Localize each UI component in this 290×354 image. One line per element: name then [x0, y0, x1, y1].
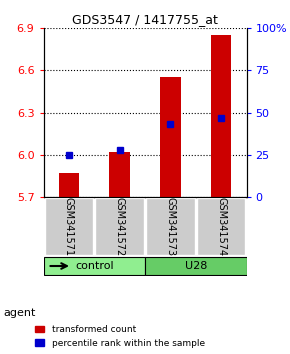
Text: agent: agent [3, 308, 35, 318]
Bar [45, 198, 93, 255]
Bar [95, 198, 144, 255]
Text: control: control [75, 261, 114, 271]
Bar [146, 198, 195, 255]
Legend: transformed count, percentile rank within the sample: transformed count, percentile rank withi… [34, 323, 206, 349]
Bar [160, 78, 180, 197]
Bar [145, 257, 246, 275]
Bar [211, 35, 231, 197]
Text: GSM341574: GSM341574 [216, 197, 226, 256]
Bar [197, 198, 246, 255]
Text: GSM341572: GSM341572 [115, 197, 125, 256]
Text: GSM341573: GSM341573 [165, 197, 175, 256]
Title: GDS3547 / 1417755_at: GDS3547 / 1417755_at [72, 13, 218, 26]
Bar [59, 173, 79, 197]
Bar [44, 257, 145, 275]
Text: U28: U28 [184, 261, 207, 271]
Bar [110, 152, 130, 197]
Text: GSM341571: GSM341571 [64, 197, 74, 256]
